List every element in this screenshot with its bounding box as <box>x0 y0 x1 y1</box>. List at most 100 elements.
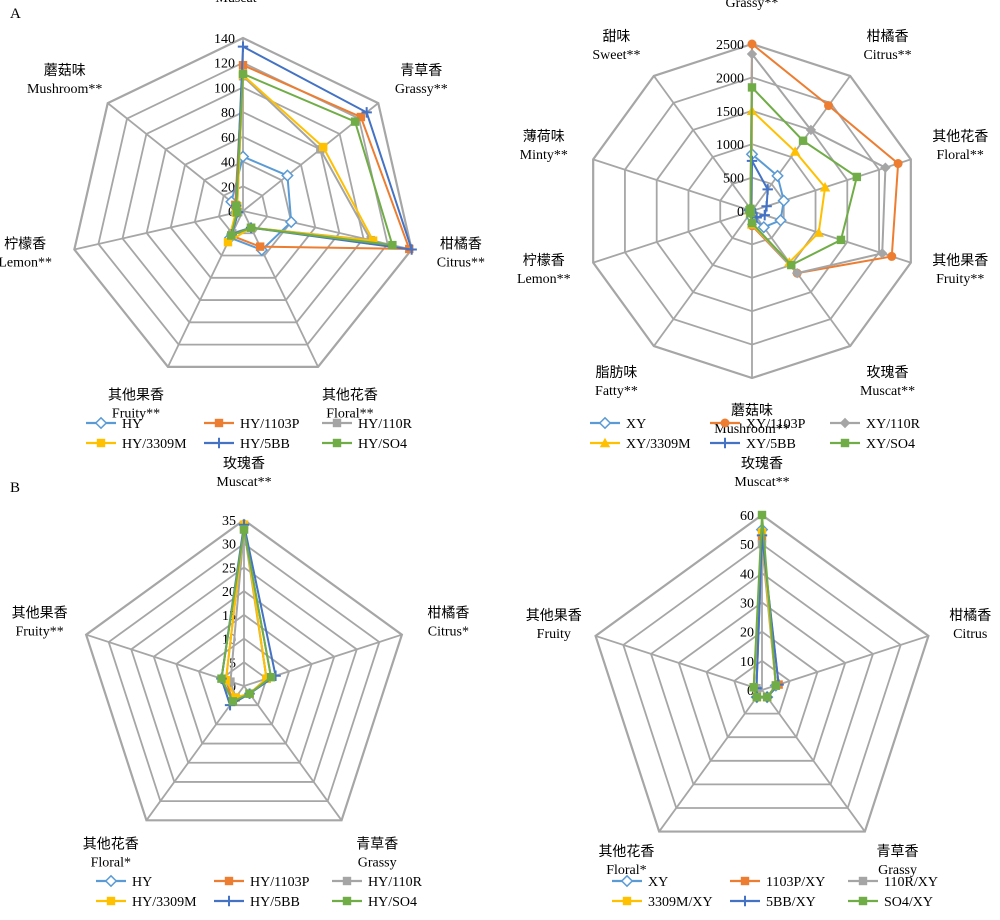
data-point <box>774 214 787 227</box>
data-point <box>824 101 834 111</box>
legend-marker <box>720 418 730 428</box>
grid-ring <box>677 601 847 762</box>
legend-label: XY/110R <box>866 417 921 432</box>
legend-marker <box>94 416 108 430</box>
legend-label: HY/5BB <box>250 895 300 910</box>
axis-label-cn: 青草香 <box>877 844 919 860</box>
data-point <box>752 692 762 702</box>
axis-spoke <box>653 210 753 347</box>
data-point <box>805 124 817 136</box>
legend-item: HY/3309M <box>96 895 197 910</box>
tick-label: 0 <box>737 205 744 220</box>
data-point <box>751 212 762 223</box>
axis-label-en: Sweet** <box>592 48 640 63</box>
grid-ring <box>622 543 902 809</box>
legend-label: XY/1103P <box>746 417 806 432</box>
legend-marker <box>858 876 868 886</box>
data-point <box>350 117 360 126</box>
axis-label-en: Muscat** <box>216 475 271 490</box>
axis-label-cn: 其他花香 <box>322 388 378 404</box>
legend-label: HY/SO4 <box>358 437 407 452</box>
legend-item: HY <box>86 416 142 432</box>
tick-label: 25 <box>222 561 236 576</box>
legend-label: 3309M/XY <box>648 895 713 910</box>
grid-ring <box>73 36 413 368</box>
axis-label-en: Floral** <box>326 407 373 422</box>
data-point <box>746 204 755 214</box>
legend-marker <box>214 418 224 428</box>
axis-label-en: Citrus** <box>437 256 485 271</box>
legend-label: HY/3309M <box>122 437 187 452</box>
axis-label-cn: 青草香 <box>400 63 442 79</box>
axis-label-en: Grassy** <box>726 0 779 11</box>
axis-label-cn: 其他果香 <box>12 605 68 621</box>
legend-item: 1103P/XY <box>730 875 825 890</box>
axis-spoke <box>653 75 753 212</box>
legend-item: XY/110R <box>830 417 921 432</box>
tick-label: 60 <box>740 509 754 524</box>
data-point <box>789 146 801 156</box>
axis-spoke <box>751 210 851 347</box>
data-point <box>777 194 791 207</box>
grid-ring <box>121 86 365 324</box>
axis-label-en: Mushroom** <box>714 422 789 437</box>
axis-spoke <box>658 689 763 833</box>
legend-label: 5BB/XY <box>766 895 816 910</box>
legend-label: HY/110R <box>358 417 413 432</box>
data-point <box>761 201 772 212</box>
axis-label-en: Grassy <box>358 856 397 871</box>
data-point <box>223 237 233 247</box>
axis-label-cn: 薄荷味 <box>523 129 565 145</box>
axis-label-cn: 柑橘香 <box>949 608 991 624</box>
axis-label-cn: 脂肪味 <box>595 365 637 381</box>
legend-marker <box>106 896 116 906</box>
legend-marker <box>342 896 352 906</box>
series-XY/SO4 <box>745 83 862 270</box>
grid-ring <box>84 518 404 822</box>
tick-label: 1500 <box>716 105 744 120</box>
axis-spoke <box>145 685 245 821</box>
legend: HY HY/1103P HY/110R HY/3309M HY/5BB HY/SO4 <box>86 416 413 452</box>
axis-label-cn: 其他花香 <box>83 837 139 853</box>
data-point <box>762 184 773 195</box>
tick-label: 40 <box>740 567 754 582</box>
grid-ring <box>733 659 791 715</box>
data-point <box>238 69 248 79</box>
legend-label: XY <box>648 875 668 890</box>
grid-ring <box>594 513 930 833</box>
legend-marker <box>599 437 611 448</box>
axis-spoke <box>761 635 929 691</box>
axis-label-en: Citrus <box>953 627 987 642</box>
data-point <box>361 107 372 118</box>
legend-marker <box>223 895 235 907</box>
axis-label-en: Fruity** <box>112 407 160 422</box>
axis-label-en: Floral** <box>936 148 983 163</box>
axis-spoke <box>751 210 912 264</box>
legend-marker <box>213 437 225 449</box>
axis-label-cn: 其他果香 <box>108 388 164 404</box>
legend-label: HY/SO4 <box>368 895 417 910</box>
legend-label: SO4/XY <box>884 895 933 910</box>
data-point <box>246 223 256 232</box>
axis-label-en: Floral* <box>91 856 131 871</box>
legend-item: XY <box>612 874 668 890</box>
axis-label-cn: 柑橘香 <box>867 29 909 45</box>
data-point <box>747 39 757 49</box>
axis-spoke <box>74 210 244 251</box>
data-point <box>757 510 767 520</box>
series-line <box>224 524 268 699</box>
legend-label: HY/5BB <box>240 437 290 452</box>
series-line <box>748 51 887 275</box>
legend-item: 110R/XY <box>848 875 938 890</box>
series-HY/SO4 <box>227 69 397 250</box>
data-point <box>877 248 888 259</box>
axis-spoke <box>761 689 866 833</box>
data-point <box>852 172 862 182</box>
panel-label-b: B <box>10 480 21 496</box>
grid-ring <box>193 160 293 257</box>
axis-label-cn: 甜味 <box>602 29 630 45</box>
radar-chart-2: 05001000150020002500青草香Grassy**柑橘香Citrus… <box>517 0 988 452</box>
series-line <box>220 529 273 703</box>
legend-label: XY <box>626 417 646 432</box>
